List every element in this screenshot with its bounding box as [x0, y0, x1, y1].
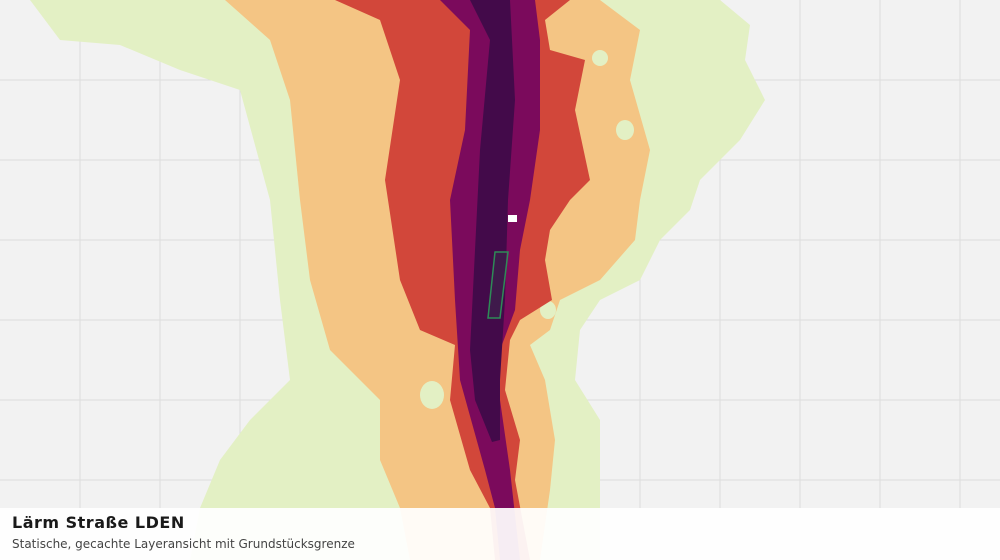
map-title: Lärm Straße LDEN — [12, 513, 185, 532]
map-marker — [508, 215, 517, 222]
caption-panel — [0, 508, 1000, 560]
map-subtitle: Statische, gecachte Layeransicht mit Gru… — [12, 537, 355, 551]
noise-band-extreme — [470, 0, 515, 442]
parcel-boundary[interactable] — [487, 251, 509, 319]
quiet-patches — [420, 50, 634, 409]
